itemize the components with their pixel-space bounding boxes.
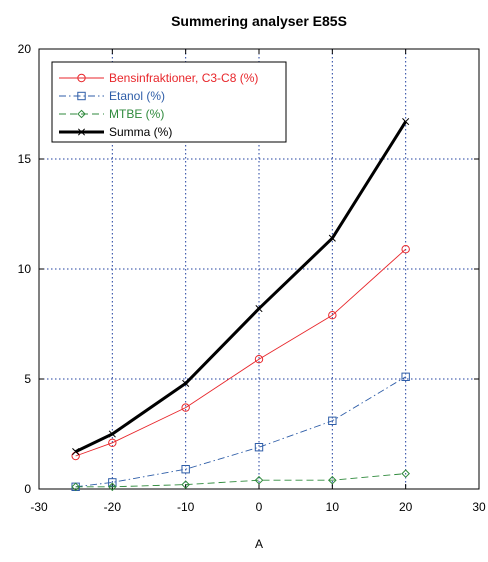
data-point (254, 355, 264, 364)
x-tick-label: 20 (399, 500, 413, 514)
series-line (75, 473, 406, 488)
legend-marker (77, 73, 86, 83)
legend-marker (77, 128, 86, 136)
legend-marker (77, 109, 86, 119)
data-point (328, 475, 337, 485)
data-point (401, 245, 410, 254)
series-group (71, 118, 410, 492)
y-tick-label: 20 (18, 42, 32, 56)
legend-label: MTBE (%) (109, 107, 164, 121)
data-point (401, 469, 410, 478)
chart-title: Summering analyser E85S (171, 13, 347, 29)
series-1 (71, 372, 410, 492)
y-tick-label: 10 (18, 262, 32, 276)
data-point (254, 443, 264, 452)
y-tick-label: 5 (24, 372, 31, 386)
data-point (108, 482, 117, 492)
data-point (71, 482, 80, 492)
x-tick-label: -10 (177, 500, 195, 514)
y-tick-label: 15 (18, 152, 32, 166)
series-line (75, 248, 406, 457)
legend: Bensinfraktioner, C3-C8 (%) Etanol (%) MTB… (51, 61, 287, 143)
series-2 (71, 469, 410, 492)
legend-label: Etanol (%) (109, 89, 165, 103)
data-point (181, 465, 190, 474)
legend-label: Bensinfraktioner, C3-C8 (%) (109, 71, 258, 85)
data-point (108, 430, 116, 438)
series-3 (72, 118, 410, 456)
x-tick-label: -20 (104, 500, 122, 514)
data-point (108, 438, 117, 447)
data-point (254, 475, 264, 485)
data-point (328, 416, 337, 426)
data-point (402, 118, 410, 126)
data-point (72, 448, 80, 456)
axis-ticks: -30 -20 -10 0 10 20 30 0 5 10 15 20 (18, 42, 486, 514)
series-line (75, 376, 406, 488)
data-point (108, 478, 117, 487)
legend-marker (77, 91, 86, 101)
data-point (328, 234, 336, 242)
legend-box (51, 61, 287, 143)
x-tick-label: 30 (472, 500, 486, 514)
legend-label: Summa (%) (109, 125, 172, 139)
data-point (328, 311, 337, 320)
x-tick-label: -30 (30, 500, 48, 514)
x-axis-label: A (255, 537, 263, 551)
series-line (75, 120, 407, 453)
data-point (181, 403, 190, 412)
data-point (401, 372, 410, 382)
x-tick-label: 0 (256, 500, 263, 514)
data-point (181, 480, 190, 489)
y-tick-label: 0 (24, 482, 31, 496)
data-point (182, 379, 190, 387)
data-point (255, 305, 263, 313)
series-0 (71, 245, 410, 461)
x-tick-label: 10 (326, 500, 340, 514)
